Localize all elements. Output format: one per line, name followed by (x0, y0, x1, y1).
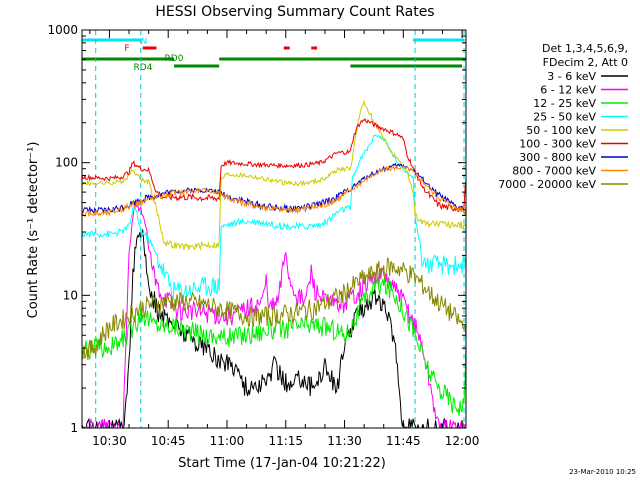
legend-label-3: 25 - 50 keV (533, 111, 596, 124)
timestamp: 23-Mar-2010 10:25 (569, 468, 636, 476)
y-tick-label-2: 100 (55, 156, 78, 170)
flag-label-f: F (124, 44, 129, 54)
legend-header-line-1: Det 1,3,4,5,6,9, (542, 42, 628, 55)
x-axis-label: Start Time (17-Jan-04 10:21:22) (178, 456, 386, 471)
chart-title: HESSI Observing Summary Count Rates (155, 4, 434, 20)
series-line-8 (81, 257, 467, 361)
legend-label-6: 300 - 800 keV (519, 151, 596, 164)
y-tick-label-3: 1000 (47, 23, 78, 37)
series-line-2 (81, 276, 467, 416)
legend-label-5: 100 - 300 keV (519, 138, 596, 151)
flag-label-rd4: RD4 (134, 63, 153, 73)
legend-header-line-2: FDecim 2, Att 0 (543, 56, 628, 69)
series-line-5 (81, 117, 467, 213)
x-tick-label-4: 11:30 (327, 434, 362, 448)
series-line-7 (81, 165, 467, 218)
legend-label-7: 800 - 7000 keV (512, 165, 596, 178)
x-tick-label-3: 11:15 (268, 434, 303, 448)
y-axis-label: Count Rate (s⁻¹ detector⁻¹) (26, 142, 41, 319)
plot-frame (81, 29, 467, 429)
y-tick-label-0: 1 (70, 421, 78, 435)
legend-label-8: 7000 - 20000 keV (498, 178, 596, 191)
legend-label-1: 6 - 12 keV (540, 84, 596, 97)
x-tick-label-6: 12:00 (445, 434, 480, 448)
legend-label-4: 50 - 100 keV (526, 124, 596, 137)
flag-label-n: N (141, 37, 148, 47)
flag-label-rd0: RD0 (165, 54, 184, 64)
legend-label-2: 12 - 25 keV (533, 97, 596, 110)
x-tick-label-5: 11:45 (386, 434, 421, 448)
y-tick-label-1: 10 (63, 288, 78, 302)
x-tick-label-1: 10:45 (151, 434, 186, 448)
x-tick-label-0: 10:30 (92, 434, 127, 448)
legend-label-0: 3 - 6 keV (547, 70, 596, 83)
series-line-0 (81, 229, 466, 430)
x-tick-label-2: 11:00 (210, 434, 245, 448)
